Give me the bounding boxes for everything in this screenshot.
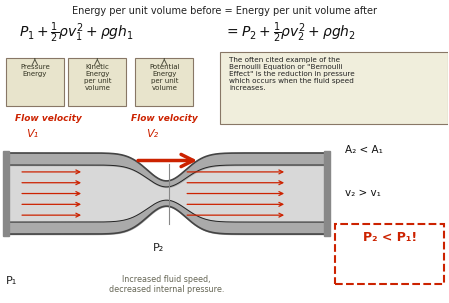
FancyBboxPatch shape — [68, 58, 126, 106]
Text: Flow velocity: Flow velocity — [131, 114, 198, 123]
Text: P₂: P₂ — [153, 243, 164, 253]
Text: Pressure
Energy: Pressure Energy — [20, 65, 50, 78]
Text: $P_1 + \frac{1}{2}\rho v_1^2 + \rho g h_1$: $P_1 + \frac{1}{2}\rho v_1^2 + \rho g h_… — [19, 21, 134, 45]
FancyBboxPatch shape — [220, 52, 448, 125]
FancyBboxPatch shape — [6, 58, 64, 106]
FancyBboxPatch shape — [335, 224, 444, 284]
Bar — [3, 152, 9, 235]
Text: P₁: P₁ — [6, 276, 17, 286]
Text: Flow velocity: Flow velocity — [15, 114, 82, 123]
Text: Potential
Energy
per unit
volume: Potential Energy per unit volume — [149, 65, 180, 92]
Text: $= P_2 + \frac{1}{2}\rho v_2^2 + \rho g h_2$: $= P_2 + \frac{1}{2}\rho v_2^2 + \rho g … — [224, 21, 357, 45]
Text: Kinetic
Energy
per unit
volume: Kinetic Energy per unit volume — [84, 65, 111, 92]
Text: V₁: V₁ — [26, 129, 38, 139]
Text: P₂ < P₁!: P₂ < P₁! — [362, 231, 417, 244]
Text: The often cited example of the
Bernoulli Equation or "Bernoulli
Effect" is the r: The often cited example of the Bernoulli… — [229, 57, 355, 91]
Text: v₂ > v₁: v₂ > v₁ — [345, 188, 381, 198]
Text: A₂ < A₁: A₂ < A₁ — [345, 145, 383, 155]
FancyBboxPatch shape — [135, 58, 193, 106]
Text: Increased fluid speed,
decreased internal pressure.: Increased fluid speed, decreased interna… — [109, 275, 224, 294]
Text: V₂: V₂ — [146, 129, 158, 139]
Text: Energy per unit volume before = Energy per unit volume after: Energy per unit volume before = Energy p… — [72, 6, 377, 16]
Bar — [325, 152, 330, 235]
